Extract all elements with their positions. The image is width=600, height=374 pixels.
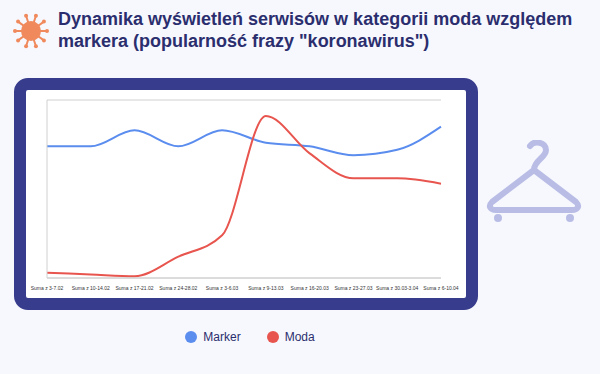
html-text:Dynamika wyświetleń serwisów w: Dynamika wyświetleń serwisów w kategorii… xyxy=(58,9,573,51)
svg-text:Suma z 30.03-3.04: Suma z 30.03-3.04 xyxy=(376,285,418,291)
html-text:Marker: Marker xyxy=(203,330,241,344)
svg-text:Suma z 16-20.03: Suma z 16-20.03 xyxy=(291,285,329,291)
svg-text:Suma z 6-10.04: Suma z 6-10.04 xyxy=(423,285,459,291)
svg-text:Suma z 3-6.03: Suma z 3-6.03 xyxy=(206,285,239,291)
svg-text:Suma z 9-13.03: Suma z 9-13.03 xyxy=(248,285,284,291)
svg-text:Suma z 3-7.02: Suma z 3-7.02 xyxy=(31,285,64,291)
svg-text:Suma z 24-28.02: Suma z 24-28.02 xyxy=(159,285,197,291)
html-text:Moda: Moda xyxy=(284,330,315,344)
svg-text:Suma z 17-21.02: Suma z 17-21.02 xyxy=(116,285,154,291)
svg-text:Suma z 10-14.02: Suma z 10-14.02 xyxy=(72,285,110,291)
svg-text:Suma z 23-27.03: Suma z 23-27.03 xyxy=(334,285,372,291)
